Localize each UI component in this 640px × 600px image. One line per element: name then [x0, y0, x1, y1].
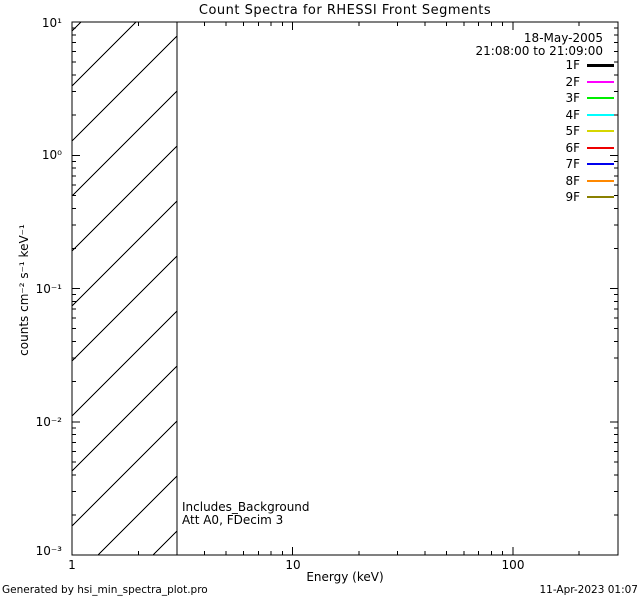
- chart-title: Count Spectra for RHESSI Front Segments: [198, 3, 492, 18]
- x-axis-label: Energy (keV): [306, 570, 384, 584]
- legend-color-swatch: [587, 146, 614, 149]
- y-tick-label: 10⁻²: [35, 415, 62, 429]
- legend-series-label: 5F: [565, 124, 580, 139]
- y-axis-label: counts cm⁻² s⁻¹ keV⁻¹: [17, 224, 31, 356]
- legend-item: 2F: [565, 74, 614, 91]
- legend-color-swatch: [587, 63, 614, 67]
- x-tick-label: 100: [501, 558, 525, 572]
- legend-color-swatch: [587, 113, 614, 116]
- legend-series-label: 9F: [565, 190, 580, 205]
- legend-series-label: 4F: [565, 107, 580, 122]
- legend-item: 8F: [565, 173, 614, 190]
- legend-item: 5F: [565, 123, 614, 140]
- render-timestamp: 11-Apr-2023 01:07: [539, 584, 638, 596]
- legend-color-swatch: [587, 97, 614, 100]
- legend-item: 9F: [565, 189, 614, 206]
- legend-series-label: 1F: [565, 58, 580, 73]
- legend-item: 1F: [565, 57, 614, 74]
- y-tick-label: 10⁻³: [35, 544, 62, 558]
- legend-time-range: 21:08:00 to 21:09:00: [475, 44, 603, 58]
- x-tick-label: 10: [285, 558, 301, 572]
- annotation-attenuator: Att A0, FDecim 3: [182, 512, 284, 527]
- legend-item: 4F: [565, 107, 614, 124]
- legend-color-swatch: [587, 179, 614, 182]
- legend-series-label: 8F: [565, 173, 580, 188]
- legend-series-label: 6F: [565, 140, 580, 155]
- legend-item: 3F: [565, 90, 614, 107]
- plot-annotations: Includes_Background Att A0, FDecim 3: [182, 501, 310, 526]
- legend-series-label: 3F: [565, 91, 580, 106]
- legend: 1F 2F 3F 4F 5F 6F 7F 8F 9F: [565, 57, 614, 206]
- y-tick-label: 10⁻¹: [35, 282, 62, 296]
- legend-series-label: 2F: [565, 74, 580, 89]
- legend-color-swatch: [587, 163, 614, 166]
- legend-color-swatch: [587, 130, 614, 133]
- legend-item: 6F: [565, 140, 614, 157]
- legend-date: 18-May-2005: [523, 31, 603, 45]
- x-tick-label: 1: [68, 558, 76, 572]
- annotation-background: Includes_Background: [182, 500, 310, 514]
- legend-series-label: 7F: [565, 157, 580, 172]
- y-tick-label: 10⁰: [41, 148, 62, 162]
- legend-item: 7F: [565, 156, 614, 173]
- y-tick-label: 10¹: [41, 16, 62, 30]
- generator-credit: Generated by hsi_min_spectra_plot.pro: [2, 584, 208, 596]
- legend-color-swatch: [587, 196, 614, 199]
- legend-color-swatch: [587, 80, 614, 83]
